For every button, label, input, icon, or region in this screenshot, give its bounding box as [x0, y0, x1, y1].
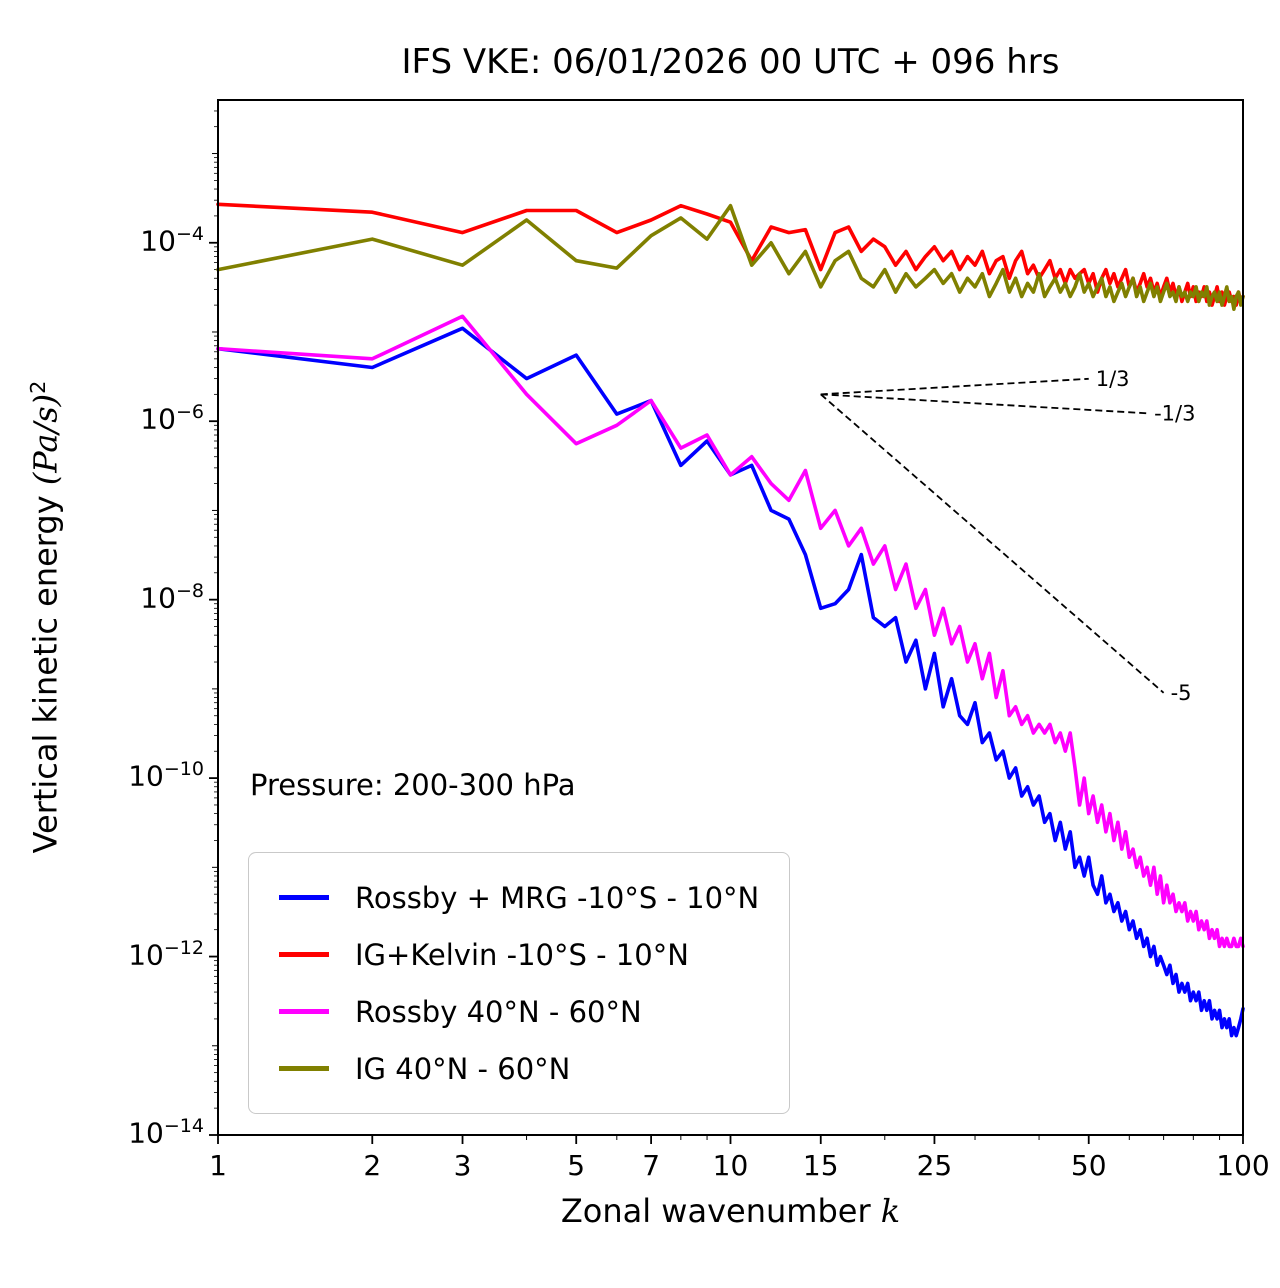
legend-entry-2: Rossby 40°N - 60°N [279, 983, 759, 1040]
legend-line-swatch [279, 895, 329, 900]
y-tick-label: 10−12 [128, 936, 204, 971]
slope-guide-1 [820, 393, 1148, 415]
chart-title: IFS VKE: 06/01/2026 00 UTC + 096 hrs [401, 42, 1060, 82]
y-tick-label: 10−8 [140, 579, 204, 614]
y-tick-label: 10−4 [140, 222, 204, 258]
pressure-annotation: Pressure: 200-300 hPa [250, 768, 576, 802]
series-line-0 [216, 326, 1245, 1038]
x-tick-label: 25 [916, 1149, 953, 1182]
legend-entry-label: Rossby 40°N - 60°N [355, 994, 642, 1029]
legend: Rossby + MRG -10°S - 10°N IG+Kelvin -10°S… [248, 852, 791, 1114]
legend-entry-0: Rossby + MRG -10°S - 10°N [279, 869, 759, 926]
slope-guide-label-2: -5 [1171, 681, 1192, 705]
legend-line-swatch [279, 1009, 329, 1014]
legend-entry-3: IG 40°N - 60°N [279, 1040, 759, 1097]
slope-guide-label-1: -1/3 [1154, 401, 1195, 425]
x-tick-label: 2 [363, 1149, 382, 1182]
legend-entry-1: IG+Kelvin -10°S - 10°N [279, 926, 759, 983]
y-tick-label: 10−6 [140, 401, 204, 436]
y-tick-label: 10−10 [128, 758, 204, 793]
y-tick-label: 10−14 [128, 1115, 204, 1150]
x-tick-label: 10 [712, 1149, 749, 1182]
x-tick-label: 15 [802, 1149, 839, 1182]
x-tick-label: 1 [209, 1149, 227, 1182]
slope-guide-0 [820, 377, 1089, 396]
legend-entry-label: Rossby + MRG -10°S - 10°N [355, 880, 760, 915]
x-tick-label: 5 [567, 1149, 586, 1182]
x-axis-label: Zonal wavenumber k [560, 1192, 901, 1230]
axes-frame [217, 99, 1244, 1136]
x-tick-label: 50 [1070, 1149, 1107, 1182]
legend-entry-label: IG 40°N - 60°N [355, 1051, 571, 1086]
series-line-2 [216, 314, 1245, 949]
legend-line-swatch [279, 952, 329, 957]
y-axis-label: Vertical kinetic energy (Pa/s)2 [26, 380, 65, 854]
x-tick-label: 3 [453, 1149, 472, 1182]
slope-guide-2 [820, 393, 1165, 694]
legend-line-swatch [279, 1066, 329, 1071]
series-line-3 [216, 203, 1245, 312]
legend-entry-label: IG+Kelvin -10°S - 10°N [355, 937, 689, 972]
x-tick-label: 100 [1216, 1149, 1270, 1182]
slope-guide-label-0: 1/3 [1096, 367, 1130, 391]
x-tick-label: 7 [642, 1149, 661, 1182]
